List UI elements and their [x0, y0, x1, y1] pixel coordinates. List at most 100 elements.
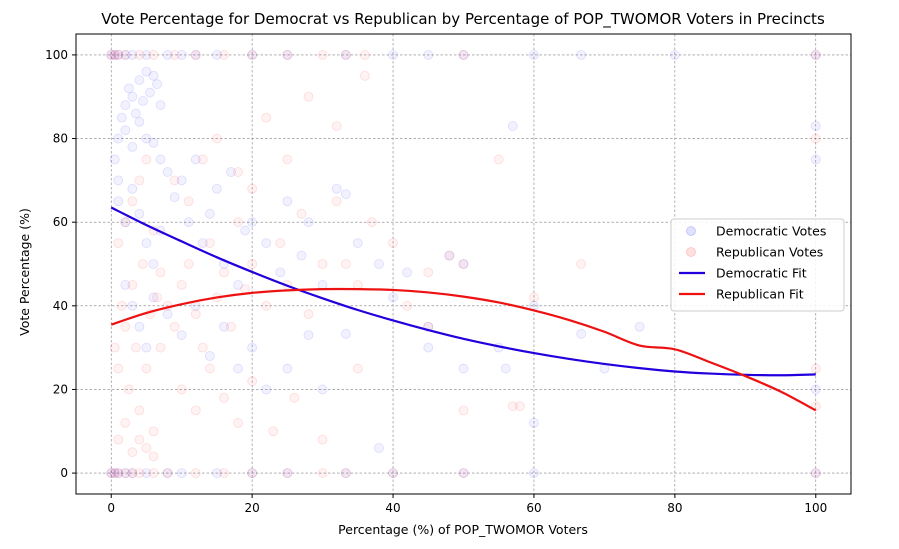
scatter-point — [514, 401, 525, 412]
scatter-point — [148, 50, 159, 60]
scatter-point — [261, 300, 272, 311]
scatter-point — [810, 154, 821, 165]
scatter-point — [176, 175, 187, 186]
scatter-point — [282, 363, 293, 374]
scatter-point — [127, 196, 138, 207]
scatter-point — [162, 468, 173, 478]
scatter-series — [106, 50, 821, 478]
scatter-point — [162, 468, 173, 478]
scatter-point — [109, 468, 120, 478]
scatter-point — [141, 363, 152, 374]
scatter-point — [169, 175, 180, 186]
fit-line — [110, 287, 817, 412]
scatter-point — [374, 443, 384, 453]
scatter-point — [388, 292, 398, 303]
scatter-point — [352, 238, 363, 248]
scatter-point — [141, 238, 152, 248]
fit-lines — [110, 206, 817, 412]
scatter-point — [810, 50, 821, 60]
scatter-point — [148, 426, 159, 437]
scatter-point — [212, 468, 222, 478]
scatter-point — [176, 384, 187, 395]
x-tick-label: 20 — [244, 501, 259, 515]
scatter-point — [317, 259, 328, 269]
scatter-point — [134, 405, 145, 416]
scatter-point — [458, 50, 469, 60]
y-tick-label: 40 — [53, 299, 68, 313]
scatter-point — [810, 363, 821, 374]
scatter-point — [240, 225, 250, 236]
scatter-point — [219, 468, 229, 478]
scatter-point — [127, 50, 138, 60]
scatter-point — [141, 468, 152, 478]
scatter-point — [458, 259, 469, 269]
scatter-point — [190, 309, 201, 320]
legend-marker — [686, 247, 696, 257]
scatter-point — [423, 342, 434, 353]
scatter-point — [810, 50, 821, 60]
legend: Democratic Votes Republican Votes Democrat… — [670, 218, 845, 312]
scatter-point — [247, 50, 258, 60]
scatter-point — [331, 183, 342, 194]
scatter-point — [367, 217, 377, 228]
scatter-point — [212, 183, 222, 194]
scatter-point — [190, 405, 201, 416]
scatter-point — [303, 217, 314, 228]
scatter-point — [127, 468, 138, 478]
scatter-point — [120, 100, 131, 110]
y-tick-label: 80 — [53, 132, 68, 146]
scatter-point — [141, 66, 152, 77]
scatter-point — [190, 468, 201, 478]
scatter-point — [148, 468, 159, 478]
scatter-point — [197, 342, 208, 353]
scatter-point — [109, 50, 120, 60]
scatter-point — [500, 363, 511, 374]
scatter-point — [183, 259, 194, 269]
scatter-point — [176, 50, 187, 60]
scatter-point — [113, 468, 124, 478]
scatter-point — [134, 175, 145, 186]
scatter-point — [261, 384, 272, 395]
scatter-point — [148, 259, 159, 269]
scatter-point — [120, 50, 131, 60]
scatter-point — [810, 121, 821, 131]
scatter-point — [282, 468, 293, 478]
scatter-point — [148, 292, 159, 303]
scatter-point — [120, 217, 131, 228]
scatter-point — [123, 384, 134, 395]
scatter-point — [141, 154, 152, 165]
scatter-point — [120, 321, 131, 332]
scatter-point — [247, 376, 258, 386]
scatter-point — [233, 418, 243, 428]
legend-box — [670, 218, 845, 312]
legend-label: Republican Votes — [716, 245, 823, 260]
scatter-point — [388, 50, 398, 60]
scatter-point — [176, 468, 187, 478]
scatter-point — [134, 468, 145, 478]
scatter-point — [810, 468, 821, 478]
scatter-point — [282, 196, 293, 207]
scatter-point — [247, 468, 258, 478]
scatter-point — [317, 434, 328, 445]
scatter-point — [113, 238, 124, 248]
scatter-point — [204, 363, 215, 374]
scatter-point — [303, 91, 314, 102]
scatter-point — [113, 468, 124, 478]
scatter-point — [148, 70, 159, 81]
scatter-point — [268, 426, 279, 437]
scatter-point — [317, 468, 328, 478]
scatter-point — [120, 468, 131, 478]
scatter-point — [106, 468, 117, 478]
scatter-point — [529, 468, 539, 478]
scatter-point — [109, 50, 120, 60]
scatter-point — [123, 83, 134, 94]
scatter-point — [145, 87, 155, 98]
scatter-point — [282, 468, 293, 478]
scatter-point — [183, 196, 194, 207]
scatter-point — [331, 121, 342, 131]
scatter-point — [120, 468, 131, 478]
scatter-point — [331, 196, 342, 207]
scatter-point — [529, 50, 539, 60]
scatter-point — [148, 451, 159, 462]
scatter-point — [190, 50, 201, 60]
